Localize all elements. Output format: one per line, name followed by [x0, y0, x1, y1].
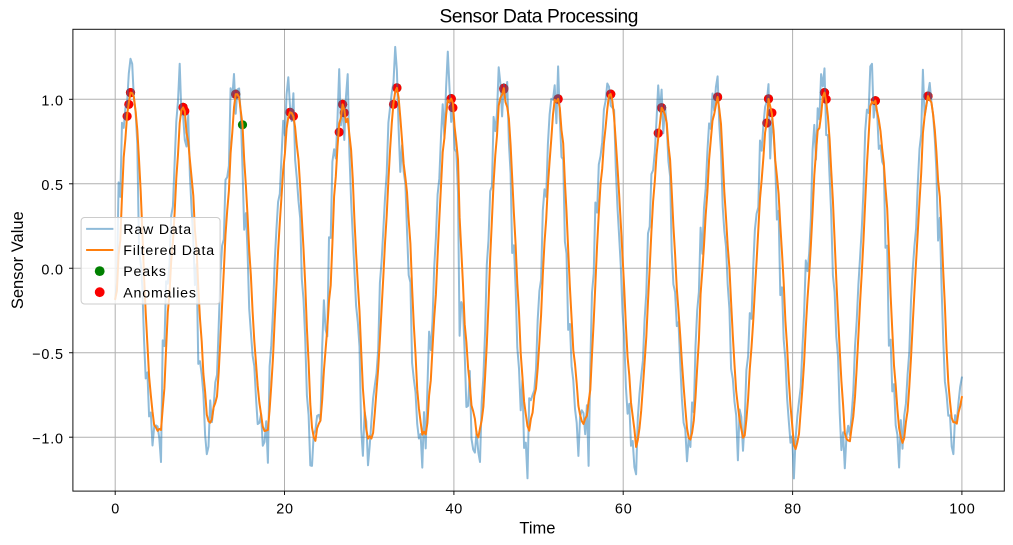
svg-text:−1.0: −1.0	[32, 431, 64, 447]
svg-text:Filtered Data: Filtered Data	[123, 243, 215, 259]
svg-text:0: 0	[111, 502, 120, 518]
svg-text:Time: Time	[519, 519, 555, 537]
svg-text:60: 60	[615, 502, 633, 518]
svg-text:Anomalies: Anomalies	[123, 285, 196, 301]
svg-text:20: 20	[276, 502, 294, 518]
svg-text:0.0: 0.0	[41, 262, 63, 278]
svg-text:Peaks: Peaks	[123, 264, 166, 280]
svg-text:100: 100	[949, 502, 975, 518]
svg-text:40: 40	[445, 502, 463, 518]
svg-text:80: 80	[784, 502, 802, 518]
svg-text:Raw Data: Raw Data	[123, 222, 192, 238]
svg-text:Sensor Data Processing: Sensor Data Processing	[440, 7, 639, 28]
svg-text:−0.5: −0.5	[32, 347, 64, 363]
svg-text:0.5: 0.5	[41, 178, 63, 194]
svg-text:Sensor Value: Sensor Value	[9, 211, 27, 309]
svg-text:1.0: 1.0	[41, 94, 63, 110]
